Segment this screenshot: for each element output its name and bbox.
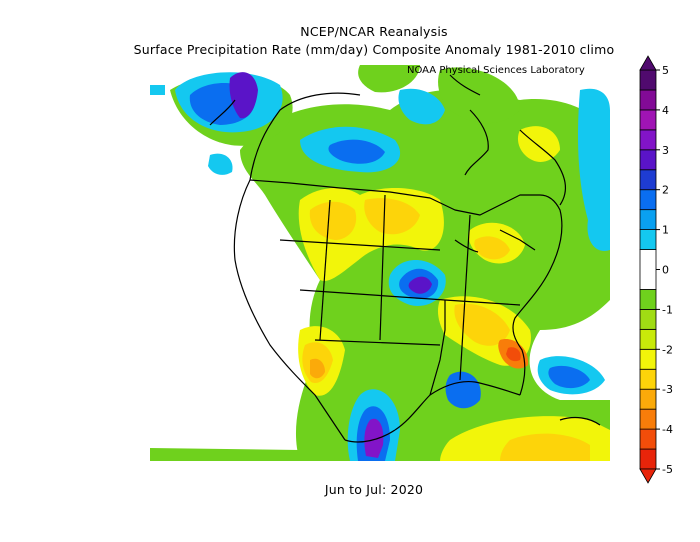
labrador-coast — [519, 129, 567, 206]
colorbar-tick-label: -4 — [662, 423, 673, 436]
state-line-1 — [279, 239, 441, 251]
cyan-region-bc — [208, 153, 233, 175]
state-line-7 — [444, 299, 521, 306]
us-east-coast — [512, 194, 563, 396]
colorbar-bin-6 — [639, 328, 657, 350]
colorbar-bin-11 — [639, 209, 657, 230]
colorbar-bin-14 — [639, 149, 657, 171]
colorbar-tick-label: 5 — [662, 64, 669, 77]
colorbar-tick-label: -5 — [662, 463, 673, 476]
gold-region-northeast — [474, 236, 510, 260]
colorbar-tick-label: 4 — [662, 104, 669, 117]
colorbar-tick-label: -1 — [662, 303, 673, 316]
great-lakes-2 — [454, 239, 479, 253]
colorbar-top-arrow — [639, 55, 657, 71]
colorbar-bin-3 — [639, 388, 657, 410]
colorbar-bin-17 — [639, 89, 657, 111]
red-region-florida — [506, 347, 521, 362]
blue-region-atlantic — [548, 365, 590, 389]
colorbar-bin-4 — [639, 368, 657, 390]
colorbar-bin-10 — [639, 229, 657, 250]
hudson-bay — [464, 109, 489, 176]
chart-subtitle: Surface Precipitation Rate (mm/day) Comp… — [133, 42, 615, 57]
state-line-6 — [459, 214, 471, 381]
colorbar-bin-9 — [639, 249, 657, 290]
gold-region-caribbean — [500, 433, 590, 461]
colorbar-bin-12 — [639, 189, 657, 211]
colorbar-bottom-arrow — [639, 468, 657, 484]
gold-region-southeast — [454, 303, 510, 346]
alaska-panhandle — [209, 99, 236, 126]
gold-region-dakotas — [364, 198, 420, 235]
colorbar-ticks: 5 4 3 2 1 0 -1 -2 -3 -4 -5 — [656, 64, 673, 476]
great-lakes-1 — [499, 229, 536, 251]
colorbar-tick-label: -3 — [662, 383, 673, 396]
colorbar-bin-5 — [639, 348, 657, 370]
purple-region-mexico — [364, 418, 384, 458]
anomaly-fields — [140, 65, 610, 461]
colorbar-bin-1 — [639, 428, 657, 450]
colorbar-bin-16 — [639, 109, 657, 131]
mexico-coast — [344, 429, 396, 443]
colorbar-tick-label: 0 — [662, 264, 669, 277]
gulf-coast — [394, 380, 521, 431]
state-line-5 — [379, 194, 386, 341]
orange-region-texas — [310, 358, 325, 379]
green-region-north — [358, 65, 420, 93]
colorbar-tick-label: 3 — [662, 144, 669, 157]
cyan-region-east — [577, 88, 610, 251]
colorbar-bin-7 — [639, 308, 657, 330]
cyan-region-hudson — [398, 88, 445, 125]
colorbar-tick-label: 2 — [662, 184, 669, 197]
state-line-4 — [319, 199, 331, 341]
period-label: Jun to Jul: 2020 — [324, 482, 424, 497]
colorbar-tick-label: 1 — [662, 224, 669, 237]
state-line-3 — [314, 339, 441, 346]
colorbar-bin-2 — [639, 408, 657, 430]
colorbar-bin-18 — [639, 69, 657, 91]
cyan-region-pacific — [150, 85, 165, 95]
colorbar-tick-label: -2 — [662, 343, 673, 356]
blue-region-gulf — [445, 371, 481, 409]
us-canada-border — [249, 179, 540, 216]
colorbar-bin-15 — [639, 129, 657, 151]
green-region-hudson — [438, 67, 520, 124]
yellow-region-quebec — [517, 126, 560, 162]
colorbar-bins — [639, 55, 657, 484]
arctic-islands — [449, 74, 481, 96]
violet-region-midwest — [408, 276, 432, 294]
colorbar-bin-8 — [639, 289, 657, 310]
political-borders — [209, 74, 601, 443]
caribbean-islands — [559, 416, 601, 426]
colorbar-bin-13 — [639, 169, 657, 191]
violet-region-alaska — [229, 72, 258, 119]
green-region-south — [150, 448, 300, 461]
canada-west — [249, 92, 361, 181]
us-west-coast — [233, 179, 346, 441]
blue-region-canada — [328, 139, 385, 164]
state-line-2 — [299, 289, 446, 301]
gold-region-plains — [309, 201, 357, 240]
chart-title: NCEP/NCAR Reanalysis — [300, 24, 448, 39]
mississippi — [429, 300, 446, 396]
colorbar-bin-0 — [639, 448, 657, 470]
credit-text: NOAA Physical Sciences Laboratory — [407, 65, 585, 76]
